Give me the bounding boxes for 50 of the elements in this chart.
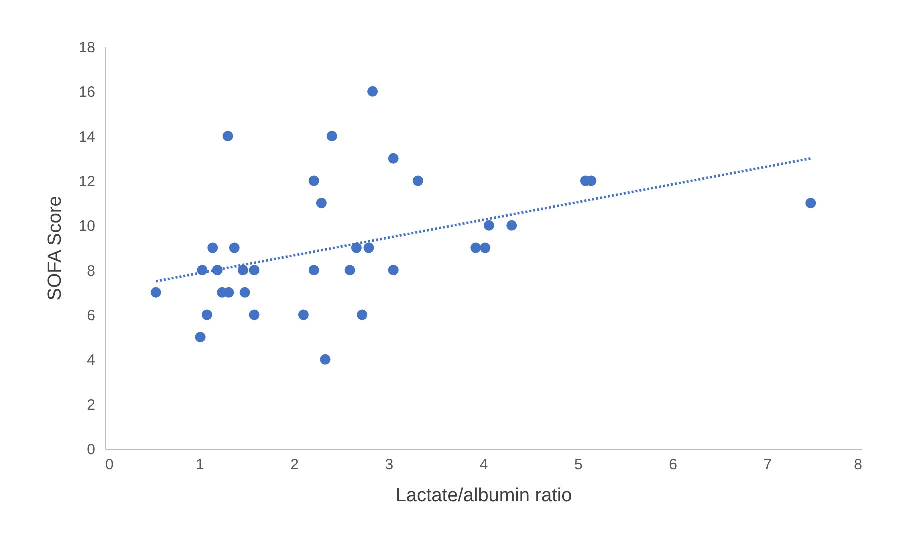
y-axis-title: SOFA Score (44, 196, 66, 301)
point (150, 287, 162, 298)
point (806, 198, 816, 209)
x-tick-label: 8 (854, 456, 862, 474)
point (316, 198, 327, 209)
point (368, 86, 378, 97)
point (308, 265, 320, 276)
point (240, 287, 250, 298)
y-tick-label: 16 (78, 84, 96, 102)
x-tick-label: 6 (669, 456, 678, 474)
point (470, 242, 482, 254)
point (388, 265, 399, 276)
point (249, 310, 260, 320)
x-tick-label: 2 (290, 456, 299, 474)
y-tick-label: 0 (87, 442, 96, 458)
x-tick-label: 0 (106, 456, 114, 474)
y-tick-label: 14 (78, 128, 96, 146)
point (298, 310, 309, 320)
point (222, 131, 234, 142)
point (364, 242, 374, 254)
y-tick-label: 12 (78, 174, 96, 190)
point (344, 265, 356, 276)
point (208, 242, 218, 254)
point (357, 310, 368, 320)
y-tick-label: 2 (87, 396, 96, 414)
x-tick-label: 3 (385, 456, 394, 474)
x-tick-label: 1 (196, 456, 204, 474)
point (506, 220, 518, 231)
point (484, 220, 494, 231)
point (326, 131, 338, 142)
point (351, 242, 362, 254)
point (202, 310, 212, 320)
y-tick-label: 8 (87, 262, 96, 280)
x-tick-label: 4 (480, 456, 488, 474)
point (480, 242, 491, 254)
point (412, 176, 424, 186)
y-tick-label: 6 (87, 308, 96, 324)
point (195, 332, 206, 343)
point (308, 176, 320, 186)
x-axis-title: Lactate/albumin ratio (396, 486, 572, 506)
point (229, 242, 240, 254)
x-tick-label: 5 (574, 456, 583, 474)
y-tick-label: 4 (87, 352, 96, 370)
x-tick-label: 7 (764, 456, 772, 474)
y-tick-label: 10 (78, 218, 96, 236)
point (320, 354, 331, 365)
point (388, 153, 399, 164)
point (249, 265, 260, 276)
point (238, 265, 248, 276)
y-tick-label: 18 (78, 40, 96, 56)
